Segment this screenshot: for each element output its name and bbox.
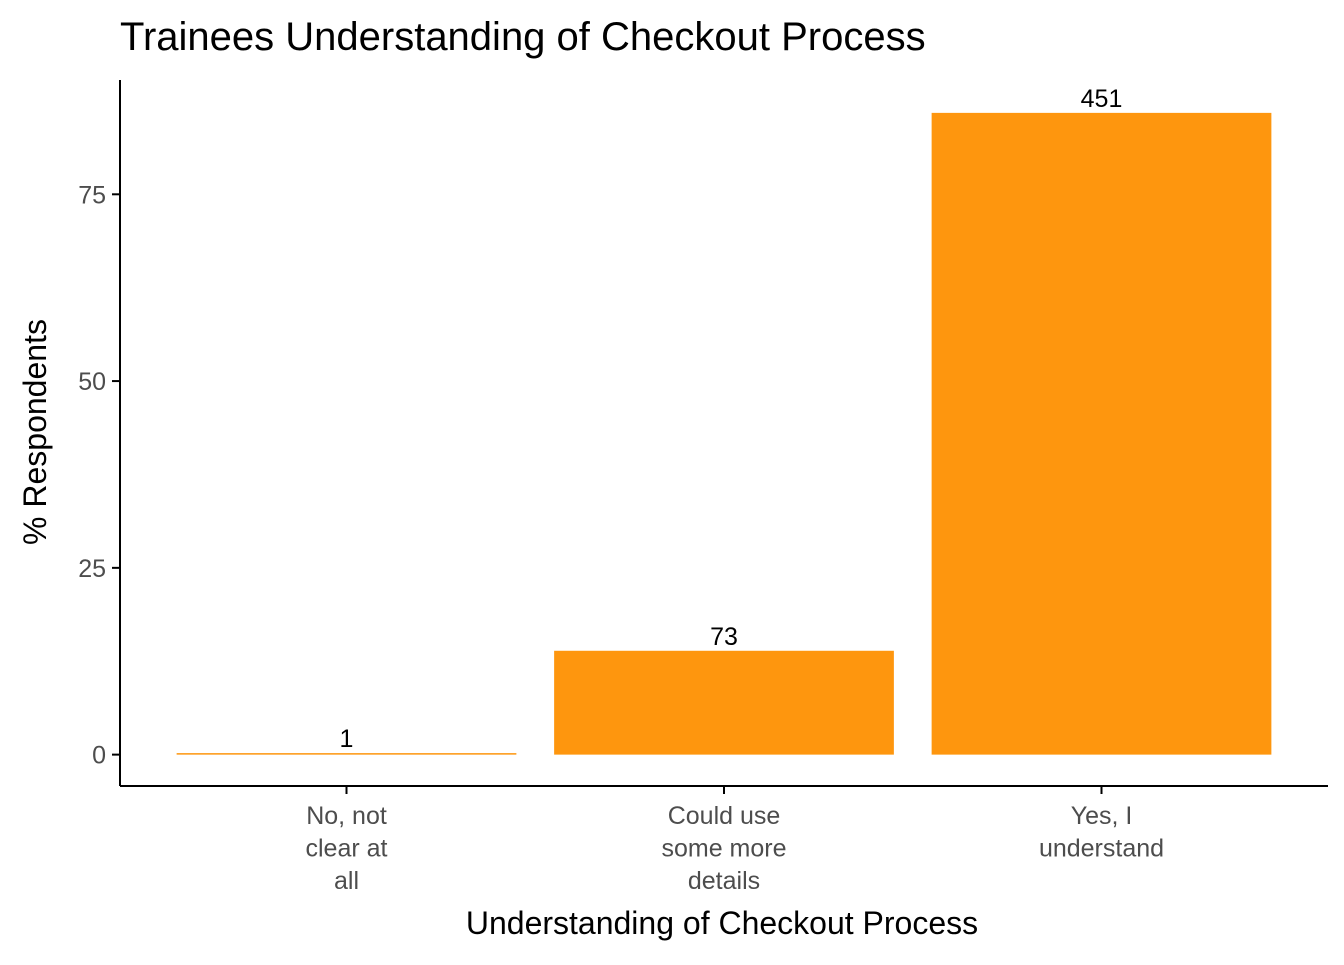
x-tick-label-line: Yes, I: [1071, 802, 1133, 830]
y-tick-label: 50: [78, 368, 106, 396]
bar: [554, 650, 894, 755]
y-tick-label: 25: [78, 555, 106, 583]
chart-title: Trainees Understanding of Checkout Proce…: [120, 15, 926, 59]
x-tick-label-line: some more: [661, 835, 786, 863]
x-tick-label: No, not clear at all: [306, 802, 388, 895]
y-tick-label: 75: [78, 181, 106, 209]
x-tick-label-line: understand: [1039, 835, 1164, 863]
plot-area: 1 73 451 0 25 50 75 No, not clear at all Could use…: [78, 80, 1328, 895]
x-tick-label: Could use some more details: [661, 802, 786, 895]
data-label: 73: [710, 623, 738, 651]
x-tick-label-line: all: [334, 867, 359, 895]
y-tick-label: 0: [92, 742, 106, 770]
bar: [176, 753, 517, 755]
x-tick-label-line: clear at: [306, 835, 388, 863]
x-tick-label: Yes, I understand: [1039, 802, 1164, 863]
x-tick-label-line: details: [688, 867, 760, 895]
data-label: 451: [1081, 85, 1123, 113]
x-tick-label-line: No, not: [306, 802, 387, 830]
y-axis-title: % Respondents: [17, 319, 53, 545]
x-tick-label-line: Could use: [668, 802, 781, 830]
data-label: 1: [340, 725, 354, 753]
bar: [931, 112, 1272, 755]
x-axis-title: Understanding of Checkout Process: [466, 905, 978, 941]
